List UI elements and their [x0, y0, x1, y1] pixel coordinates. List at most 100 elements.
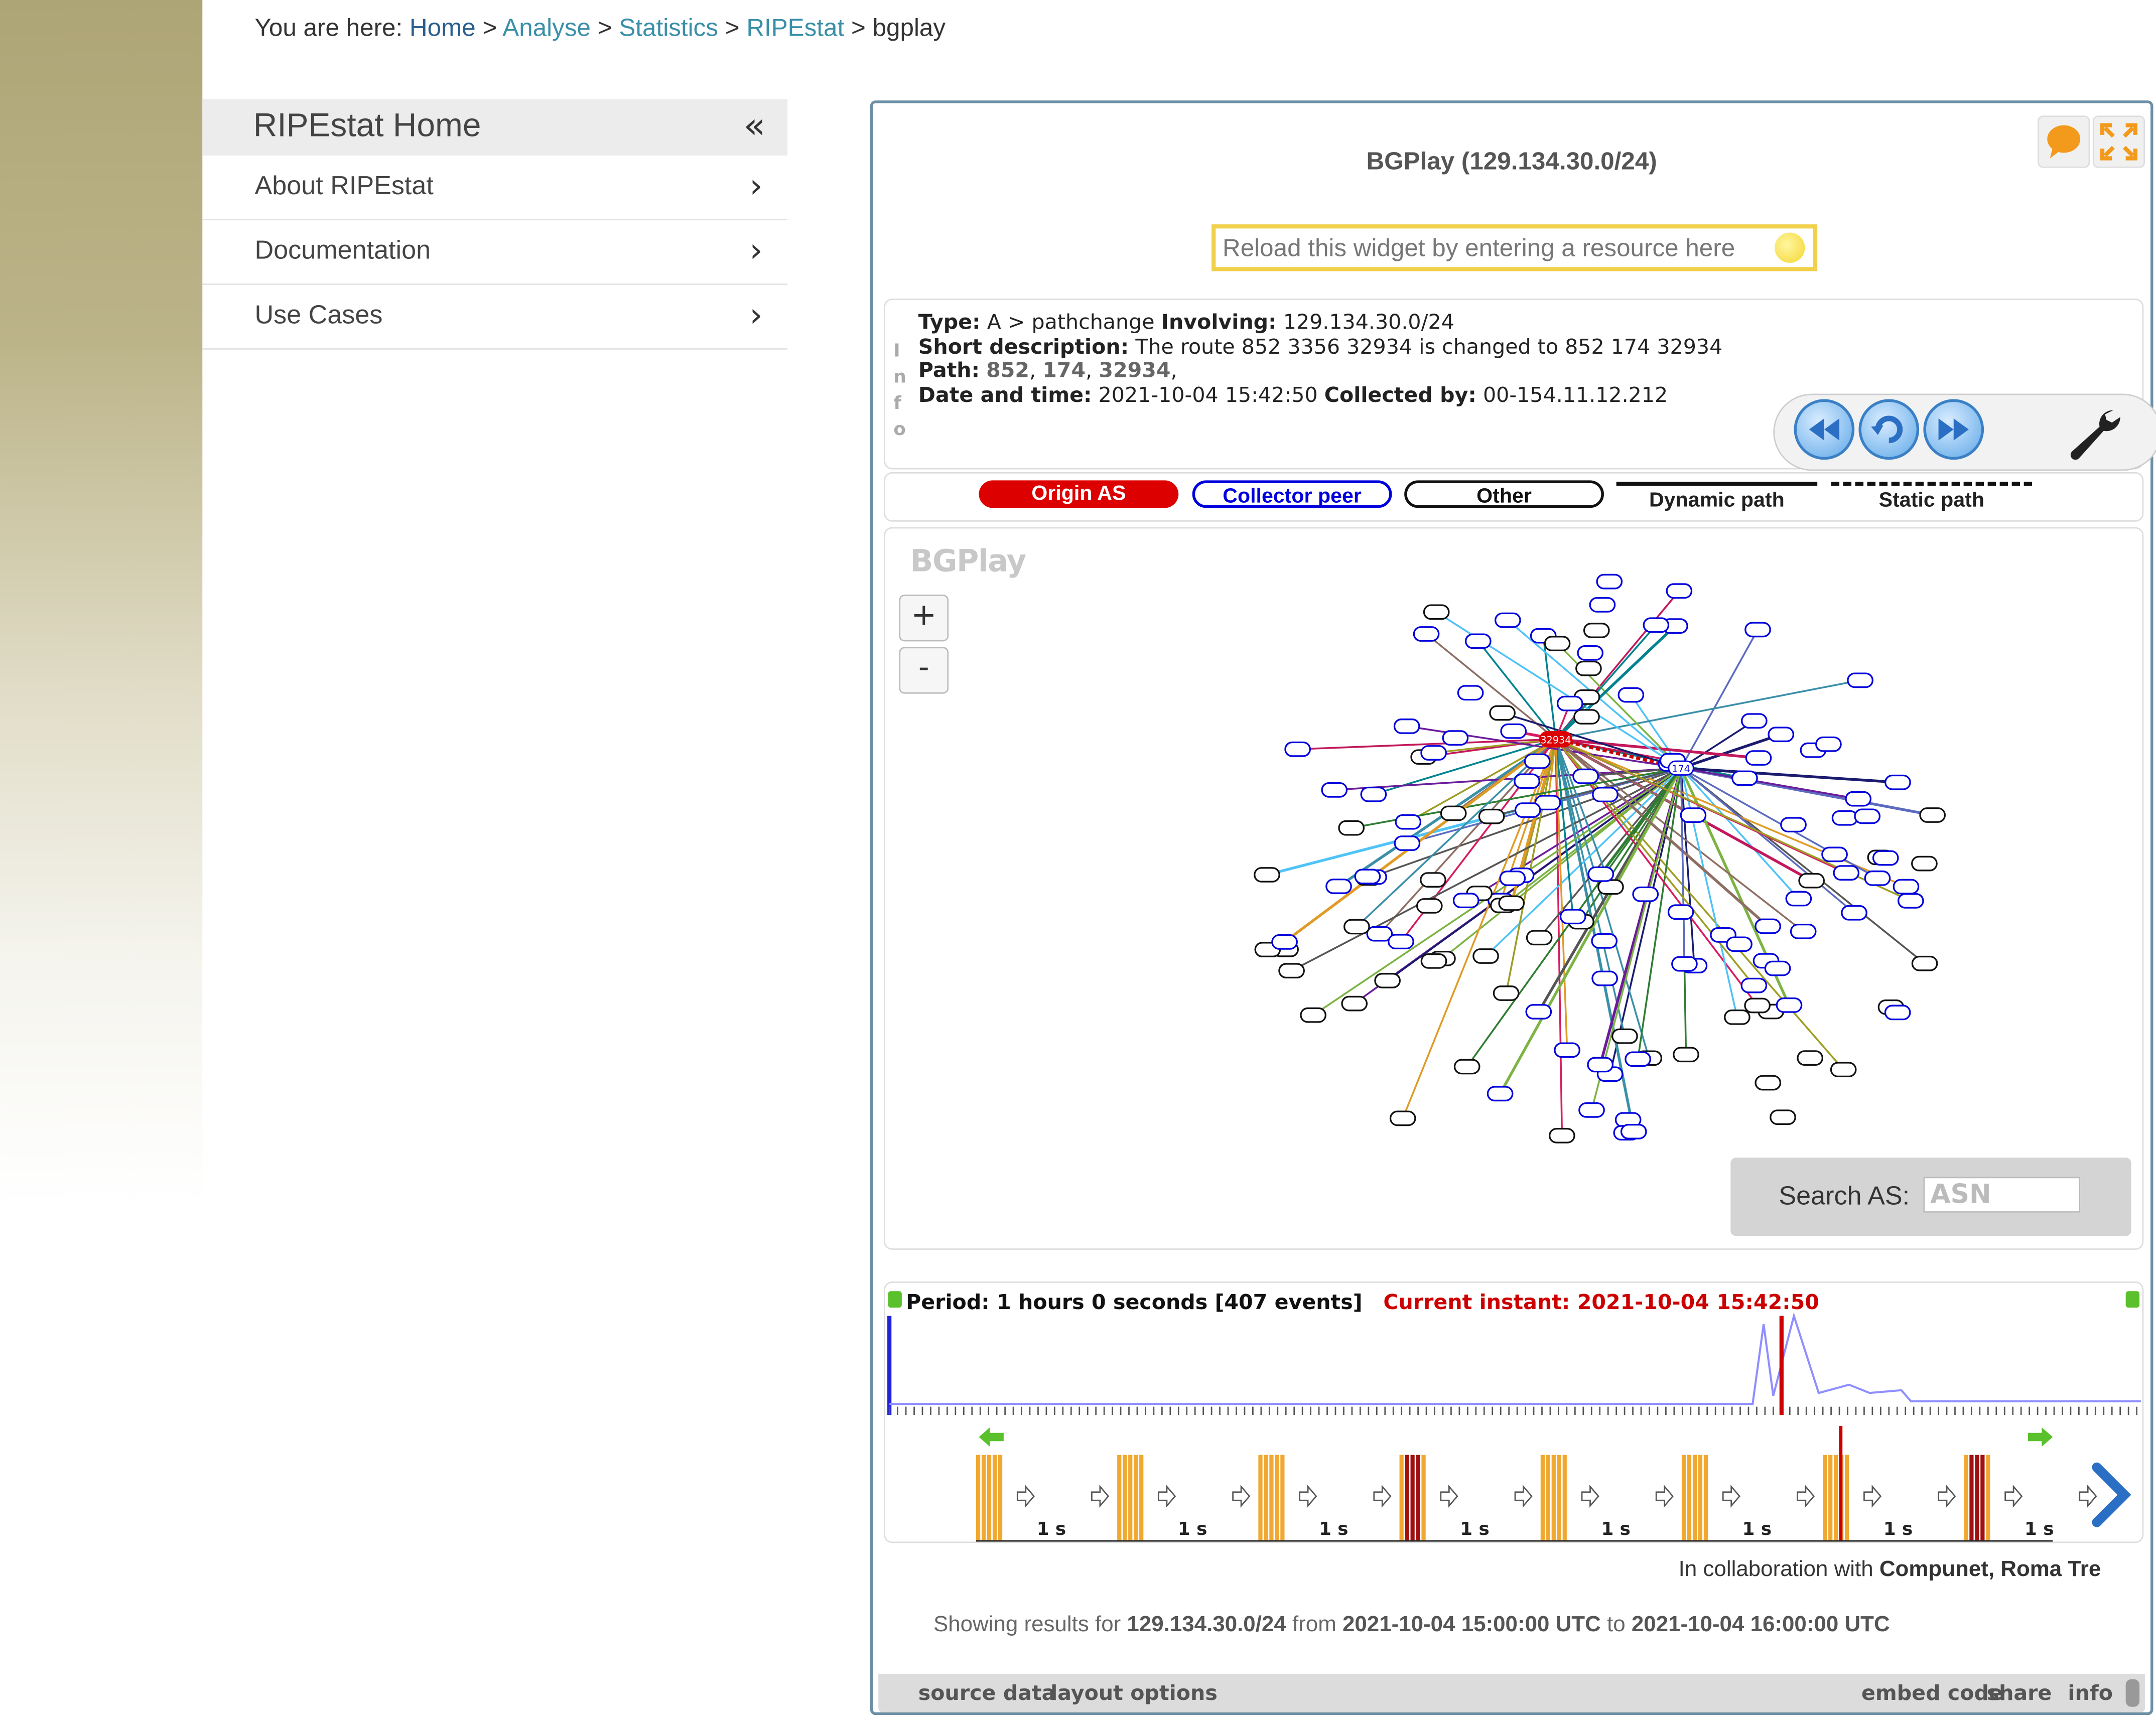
- sidebar-title[interactable]: RIPEstat Home: [253, 107, 481, 145]
- collector-peer-node: [1388, 934, 1414, 950]
- zoom-out-button[interactable]: -: [899, 647, 949, 694]
- graph-edge: [1680, 767, 1855, 914]
- event-bar: [1551, 1455, 1556, 1542]
- source-data-tab[interactable]: source data: [918, 1680, 1056, 1705]
- breadcrumb-home-link[interactable]: Home: [409, 14, 476, 42]
- scroll-handle[interactable]: [2125, 1679, 2140, 1707]
- timeline-chart[interactable]: 1 s 1 s 1 s 1 s 1 s 1 s 1 s 1 s: [885, 1283, 2143, 1543]
- asn-search-input[interactable]: [1923, 1177, 2081, 1213]
- collector-peer-node: [1394, 835, 1421, 851]
- path-as-link[interactable]: 32934: [1099, 358, 1171, 383]
- graph-edge: [1379, 738, 1557, 935]
- origin-as-node: [1539, 731, 1572, 748]
- collapse-sidebar-icon[interactable]: «: [743, 106, 766, 148]
- as-network-graph[interactable]: 32934 174: [885, 528, 2143, 1249]
- layout-tab[interactable]: layout: [1050, 1680, 1123, 1705]
- step-arrow-icon: [1581, 1485, 1599, 1508]
- event-bar: [1540, 1455, 1545, 1542]
- collector-peer-node: [1271, 934, 1298, 950]
- graph-edge: [1485, 767, 1682, 957]
- graph-edge: [1681, 767, 1898, 784]
- replay-button[interactable]: [1858, 399, 1920, 460]
- as-node: [1341, 995, 1368, 1012]
- collector-peer-node: [1764, 960, 1791, 976]
- collector-peer-node: [1671, 956, 1698, 972]
- graph-edge: [1680, 767, 1926, 964]
- collector-peer-node: [1366, 926, 1393, 942]
- rewind-button[interactable]: [1794, 399, 1855, 460]
- graph-edge: [1555, 679, 1860, 740]
- collector-peer-node: [1680, 807, 1707, 823]
- page-side-band: [0, 0, 203, 1719]
- collector-peer-node: [1667, 904, 1694, 920]
- graph-edge: [1368, 767, 1682, 879]
- graph-edge: [1555, 624, 1657, 740]
- path-as-link[interactable]: 174: [1042, 358, 1086, 383]
- as-node: [1420, 953, 1447, 969]
- previous-step-arrow-icon: [979, 1427, 1004, 1447]
- resource-input[interactable]: Reload this widget by entering a resourc…: [1211, 224, 1818, 271]
- as-node: [1724, 1009, 1750, 1025]
- collector-peer-node: [1745, 750, 1772, 766]
- collector-peer-node: [1726, 936, 1753, 952]
- graph-edge: [1555, 738, 1804, 932]
- path-as-link[interactable]: 852: [986, 358, 1030, 383]
- sun-icon: [1775, 232, 1805, 263]
- event-group: [1540, 1455, 1567, 1542]
- graph-edge: [1477, 640, 1557, 740]
- sidebar-item-use-cases[interactable]: Use Cases ›: [202, 285, 788, 350]
- as-node: [1300, 1007, 1326, 1023]
- event-group: [1258, 1455, 1285, 1542]
- breadcrumb-ripestat-link[interactable]: RIPEstat: [746, 14, 845, 42]
- search-as-label: Search AS:: [1779, 1182, 1910, 1212]
- collector-peer-node: [1833, 865, 1860, 881]
- collector-peer-node: [1591, 970, 1618, 986]
- collector-peer-node: [1666, 583, 1693, 599]
- breadcrumb-statistics-link[interactable]: Statistics: [619, 14, 718, 42]
- graph-edge: [1680, 768, 1695, 966]
- step-duration-label: 1 s: [1460, 1519, 1489, 1539]
- zoom-in-button[interactable]: +: [899, 595, 949, 642]
- fullscreen-button[interactable]: [2092, 115, 2145, 168]
- hub-as-node: [1668, 760, 1694, 776]
- event-bar: [1703, 1455, 1708, 1542]
- collector-peer-node: [1831, 810, 1858, 826]
- collector-peer-node: [1841, 905, 1867, 921]
- sidebar-item-about[interactable]: About RIPEstat ›: [202, 156, 788, 220]
- breadcrumb-separator: >: [851, 14, 866, 42]
- forward-button[interactable]: [1923, 399, 1984, 460]
- collector-peer-node: [1525, 1004, 1552, 1020]
- involving-label: Involving:: [1161, 310, 1277, 335]
- event-bar: [1562, 1455, 1567, 1542]
- event-bar: [1128, 1455, 1133, 1542]
- settings-button[interactable]: [2064, 402, 2127, 468]
- breadcrumb-prefix: You are here:: [254, 14, 403, 42]
- step-arrow-icon: [1232, 1485, 1251, 1508]
- rewind-icon: [1809, 418, 1840, 441]
- share-tab[interactable]: share: [1986, 1680, 2052, 1705]
- sidebar-item-label: Documentation: [254, 236, 431, 266]
- as-node: [1911, 955, 1938, 971]
- as-node: [1911, 855, 1938, 872]
- event-bar: [1845, 1455, 1849, 1542]
- sidebar-item-documentation[interactable]: Documentation ›: [202, 220, 788, 285]
- legend-static-path: Static path: [1878, 488, 1985, 512]
- event-bar: [1698, 1455, 1703, 1542]
- collector-peer-node: [1554, 1042, 1580, 1058]
- collector-peer-node: [1740, 977, 1768, 993]
- options-tab[interactable]: options: [1130, 1680, 1218, 1705]
- collector-peer-node: [1284, 741, 1311, 757]
- collector-peer-node: [1572, 768, 1599, 784]
- embed-code-tab[interactable]: embed code: [1861, 1680, 2003, 1705]
- event-bar: [1980, 1455, 1985, 1542]
- as-node: [1389, 1110, 1416, 1126]
- collector-peer-node: [1768, 727, 1795, 743]
- collector-peer-node: [1360, 786, 1387, 802]
- collector-peer-node: [1499, 871, 1526, 886]
- step-duration-label: 1 s: [1178, 1519, 1207, 1539]
- as-node: [1278, 963, 1305, 978]
- breadcrumb-analyse-link[interactable]: Analyse: [502, 14, 591, 42]
- step-arrow-icon: [1373, 1485, 1392, 1508]
- info-tab[interactable]: info: [2068, 1680, 2113, 1705]
- feedback-button[interactable]: [2038, 115, 2090, 168]
